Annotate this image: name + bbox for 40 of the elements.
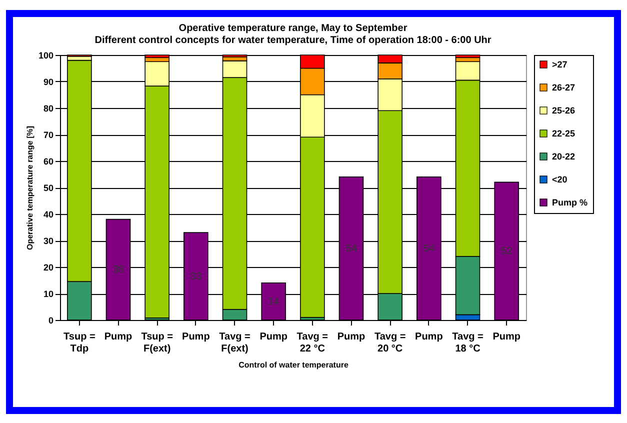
x-tick-label: Pump [492,332,520,342]
legend-label: >27 [552,60,568,70]
data-label: 54 [423,243,435,254]
y-tick-label: 10 [43,289,54,299]
y-tick-label: 50 [43,183,54,193]
x-tick-label: Pump [260,332,288,342]
x-axis-title: Control of water temperature [238,360,349,370]
y-tick-label: 80 [43,104,54,114]
legend-label: 22-25 [552,128,576,138]
x-tick-label: Tavg = 20 °C [374,332,406,354]
x-tick-label: Pump [104,332,132,342]
data-label: 52 [501,246,513,258]
legend-label: <20 [552,174,568,184]
legend-label: 26-27 [552,82,576,92]
legend-label: Pump % [552,198,588,208]
x-tick-label: Tavg = F(ext) [219,332,251,354]
x-tick-label: Pump [415,332,443,342]
y-tick-label: 0 [48,316,54,326]
data-label: 14 [268,296,280,308]
chart-subtitle: Different control concepts for water temperature, Time of operation 18:00 - 6:00 Uhr [94,35,492,46]
y-tick-label: 70 [43,130,54,140]
legend-label: 20-22 [552,152,576,162]
y-tick-label: 30 [43,236,54,246]
data-label: 54 [346,243,358,254]
y-tick-label: 100 [38,50,54,60]
x-tick-label: Tavg = 18 °C [452,332,484,354]
x-tick-label: Tsup = Tdp [64,332,96,354]
data-label: 33 [190,271,202,282]
x-tick-label: Tsup = F(ext) [141,332,174,354]
y-axis-title: Operative temperature range [%] [25,126,34,250]
y-tick-label: 90 [43,77,54,87]
legend-label: 25-26 [552,106,576,116]
x-tick-label: Pump [182,332,210,342]
y-tick-label: 40 [43,210,54,220]
y-tick-label: 20 [43,262,54,272]
y-tick-label: 60 [43,156,54,166]
x-tick-label: Pump [337,332,366,342]
chart-title: Operative temperature range, May to September [178,23,408,34]
data-label: 38 [112,264,124,276]
x-tick-label: Tavg = 22 °C [296,332,328,354]
